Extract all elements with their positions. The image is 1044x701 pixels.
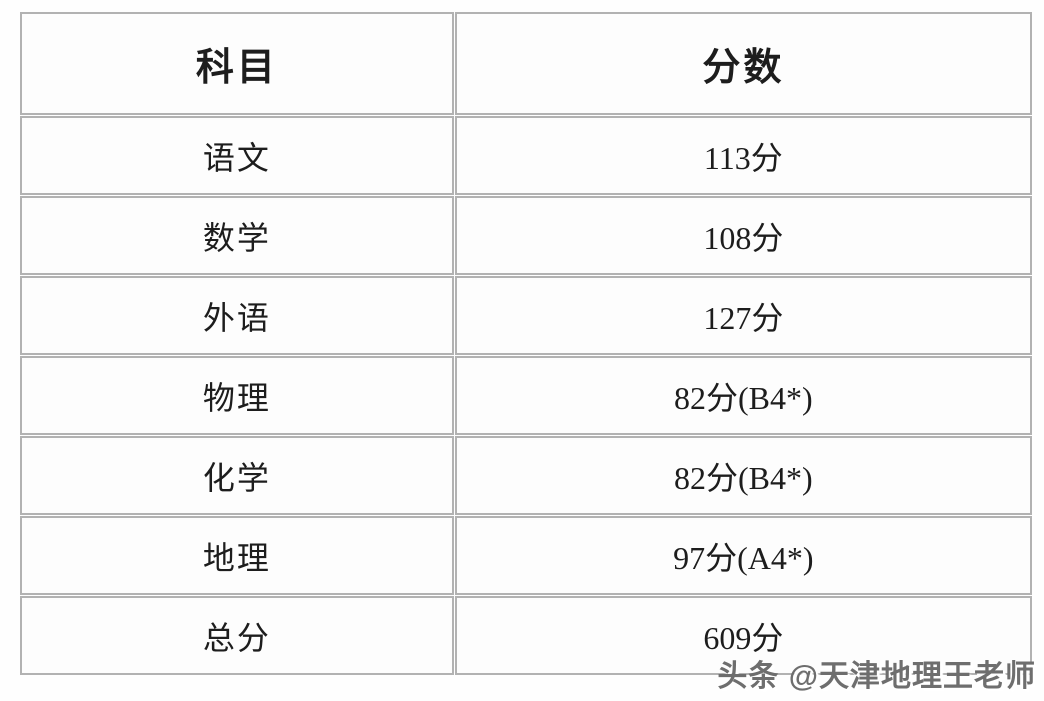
subject-cell: 外语 <box>20 276 454 355</box>
score-cell: 82分(B4*) <box>454 356 1032 435</box>
table-row: 物理 82分(B4*) <box>20 356 1032 435</box>
column-header-subject: 科目 <box>20 12 454 115</box>
table-row: 地理 97分(A4*) <box>20 516 1032 595</box>
table-header-row: 科目 分数 <box>20 12 1032 115</box>
subject-cell: 化学 <box>20 436 454 515</box>
score-cell: 113分 <box>454 116 1032 195</box>
table-row: 数学 108分 <box>20 196 1032 275</box>
table-row: 化学 82分(B4*) <box>20 436 1032 515</box>
score-table: 科目 分数 语文 113分 数学 108分 外语 127分 物理 82分(B4*… <box>19 11 1033 676</box>
score-cell: 108分 <box>454 196 1032 275</box>
score-cell: 97分(A4*) <box>454 516 1032 595</box>
score-cell: 609分 <box>454 596 1032 675</box>
table-row: 外语 127分 <box>20 276 1032 355</box>
score-cell: 82分(B4*) <box>454 436 1032 515</box>
subject-cell: 语文 <box>20 116 454 195</box>
column-header-score: 分数 <box>454 12 1032 115</box>
watermark: 头条 @天津地理王老师 <box>717 660 1036 693</box>
subject-cell: 数学 <box>20 196 454 275</box>
subject-cell: 物理 <box>20 356 454 435</box>
table-row: 语文 113分 <box>20 116 1032 195</box>
subject-cell: 地理 <box>20 516 454 595</box>
table-row: 总分 609分 <box>20 596 1032 675</box>
score-cell: 127分 <box>454 276 1032 355</box>
subject-cell: 总分 <box>20 596 454 675</box>
